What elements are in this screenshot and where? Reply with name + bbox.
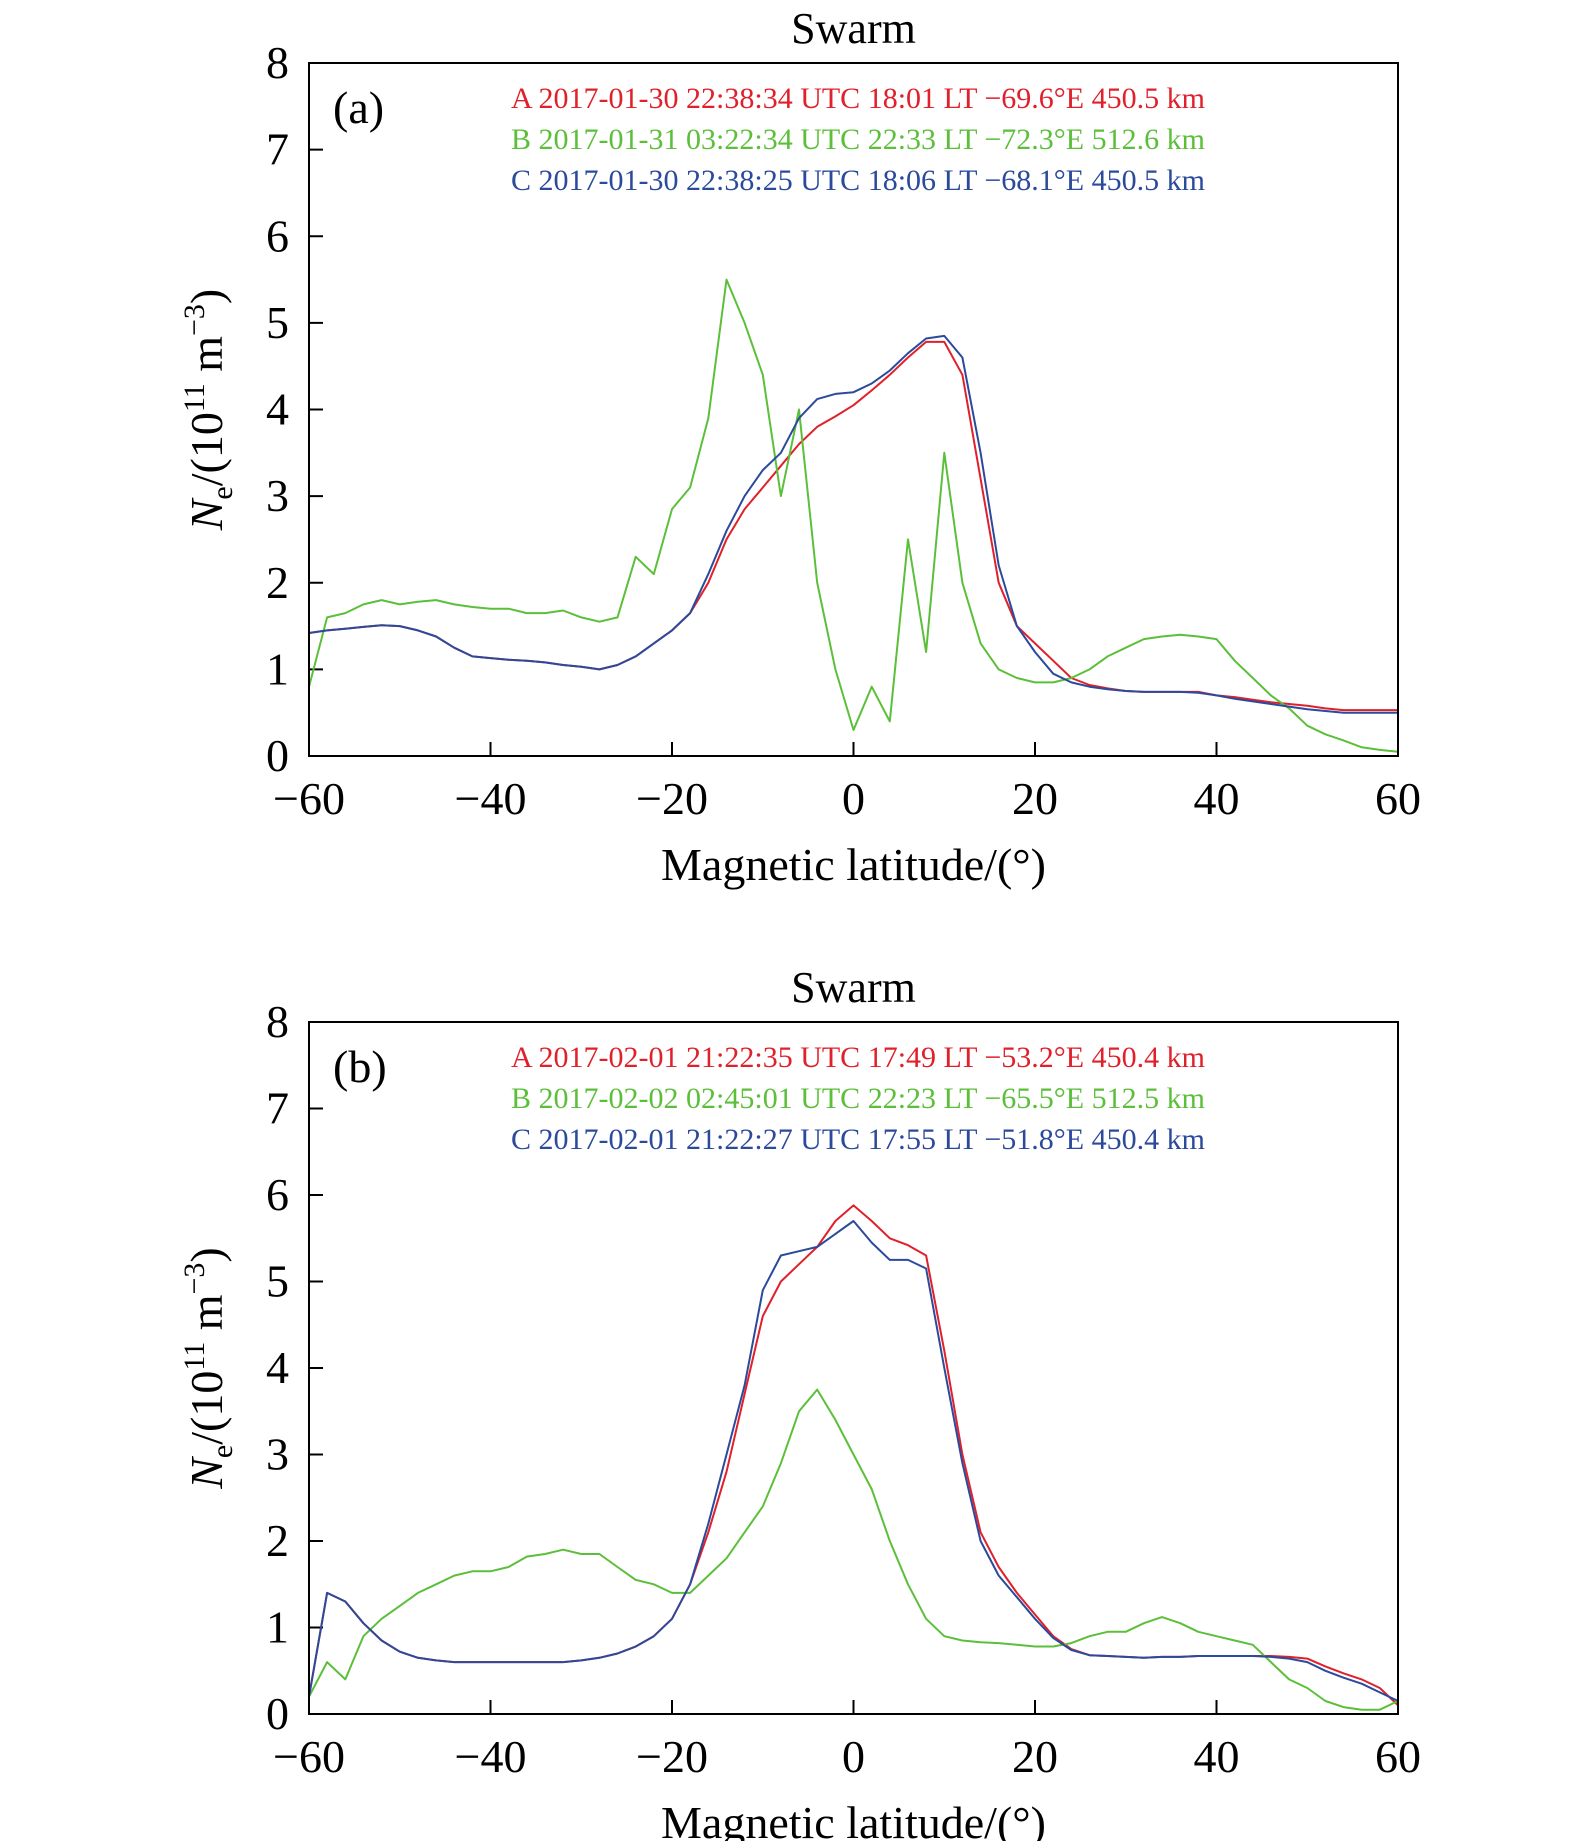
y-tick-label: 2 — [266, 1515, 289, 1566]
y-tick-label: 8 — [266, 996, 289, 1047]
y-tick-label: 0 — [266, 1688, 289, 1739]
y-tick-label: 2 — [266, 557, 289, 608]
x-tick-label: 20 — [1012, 773, 1058, 824]
legend-entry: A 2017-02-01 21:22:35 UTC 17:49 LT −53.2… — [511, 1041, 1205, 1074]
y-tick-label: 6 — [266, 210, 289, 261]
data-line — [308, 278, 1399, 753]
y-axis-label-part: ) — [181, 289, 232, 304]
x-tick-label: −60 — [273, 1731, 345, 1782]
y-tick-label: 7 — [266, 1083, 289, 1134]
x-tick-label: 0 — [842, 773, 865, 824]
chart-title: Swarm — [791, 963, 916, 1012]
y-axis-label-part: N — [181, 1456, 232, 1490]
plot-frame — [308, 1021, 1399, 1715]
y-axis-label-part: 11 — [178, 383, 211, 412]
y-axis-label-part: N — [181, 497, 232, 531]
x-tick-label: −60 — [273, 773, 345, 824]
y-axis-label-part: −3 — [178, 304, 211, 336]
data-line — [308, 334, 1398, 714]
x-tick-label: 40 — [1194, 773, 1240, 824]
y-tick-label: 5 — [266, 1256, 289, 1307]
y-axis-label-part: ) — [181, 1247, 232, 1262]
x-tick-label: 20 — [1012, 1731, 1058, 1782]
y-tick-label: 3 — [266, 470, 289, 521]
data-line — [308, 1220, 1399, 1702]
y-axis-label-part: −3 — [178, 1263, 211, 1295]
y-tick-label: 5 — [266, 297, 289, 348]
plot-frame — [308, 62, 1399, 757]
y-tick-label: 4 — [266, 384, 289, 435]
data-line — [308, 340, 1398, 712]
y-tick-label: 0 — [266, 730, 289, 781]
x-axis-label: Magnetic latitude/(°) — [661, 839, 1046, 890]
x-tick-label: −40 — [455, 1731, 527, 1782]
legend-entry: B 2017-01-31 03:22:34 UTC 22:33 LT −72.3… — [511, 123, 1205, 156]
legend-entry: B 2017-02-02 02:45:01 UTC 22:23 LT −65.5… — [511, 1082, 1205, 1115]
y-axis-label-part: 11 — [178, 1342, 211, 1371]
y-axis-label: Ne/(1011 m−3) — [178, 1247, 239, 1490]
y-tick-label: 3 — [266, 1429, 289, 1480]
x-tick-label: 60 — [1375, 1731, 1421, 1782]
panel-label: (a) — [333, 82, 384, 133]
y-axis-label-part: m — [181, 1294, 232, 1342]
y-tick-label: 1 — [266, 643, 289, 694]
legend-entry: C 2017-02-01 21:22:27 UTC 17:55 LT −51.8… — [511, 1123, 1205, 1156]
chart-title: Swarm — [791, 4, 916, 53]
y-tick-label: 1 — [266, 1602, 289, 1653]
x-tick-label: 40 — [1194, 1731, 1240, 1782]
x-tick-label: −20 — [636, 1731, 708, 1782]
y-axis-label-part: e — [206, 486, 239, 499]
panel-label: (b) — [333, 1041, 387, 1092]
legend-entry: C 2017-01-30 22:38:25 UTC 18:06 LT −68.1… — [511, 164, 1205, 197]
x-axis-label: Magnetic latitude/(°) — [661, 1797, 1046, 1841]
x-tick-label: 60 — [1375, 773, 1421, 824]
legend-entry: A 2017-01-30 22:38:34 UTC 18:01 LT −69.6… — [511, 82, 1205, 115]
x-tick-label: −40 — [455, 773, 527, 824]
y-tick-label: 4 — [266, 1342, 289, 1393]
y-axis-label-part: /(10 — [181, 412, 232, 486]
y-tick-label: 6 — [266, 1169, 289, 1220]
y-axis-label-part: e — [206, 1445, 239, 1458]
y-axis-label-part: /(10 — [181, 1371, 232, 1445]
y-axis-label-part: m — [181, 336, 232, 384]
x-tick-label: 0 — [842, 1731, 865, 1782]
y-tick-label: 8 — [266, 37, 289, 88]
y-axis-label: Ne/(1011 m−3) — [178, 289, 239, 532]
x-tick-label: −20 — [636, 773, 708, 824]
data-line — [308, 1388, 1399, 1711]
y-tick-label: 7 — [266, 124, 289, 175]
